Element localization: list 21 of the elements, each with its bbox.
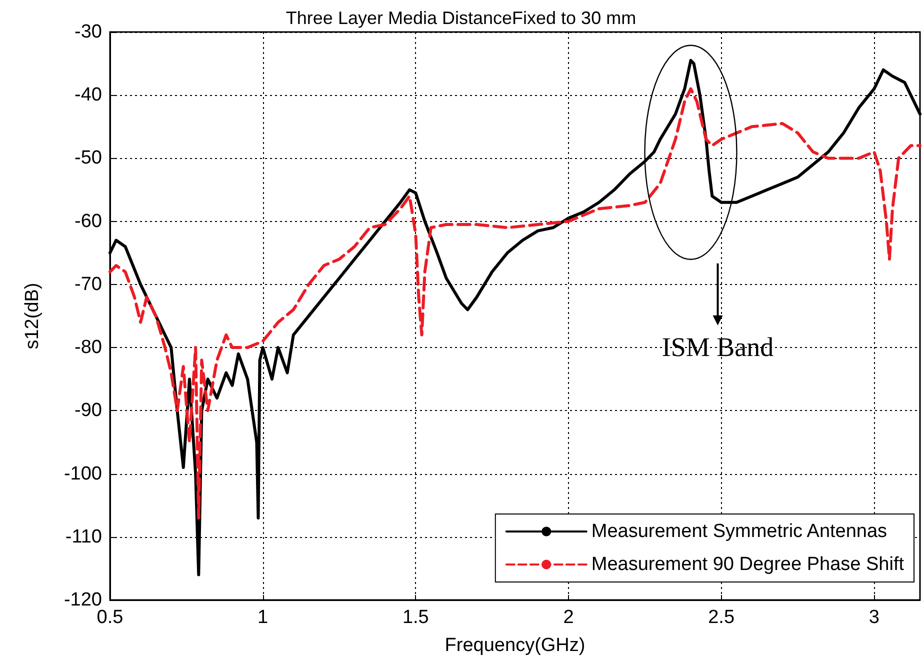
line-series bbox=[108, 87, 922, 520]
y-tick-label: -80 bbox=[74, 337, 102, 358]
y-tick-label: -30 bbox=[74, 22, 102, 42]
x-tick-label: 3 bbox=[868, 607, 880, 628]
y-axis-title: s12(dB) bbox=[22, 282, 43, 350]
x-tick-label: 2.5 bbox=[708, 607, 735, 628]
y-tick-label: -110 bbox=[65, 526, 102, 548]
chart-title: Three Layer Media DistanceFixed to 30 mm bbox=[286, 8, 636, 28]
y-tick-label: -70 bbox=[74, 274, 102, 295]
y-tick-label: -50 bbox=[74, 148, 102, 169]
annotation: ISM Band bbox=[662, 332, 774, 362]
y-tick-label: -40 bbox=[74, 84, 102, 106]
x-tick-label: 2 bbox=[563, 607, 574, 628]
y-tick-label: -100 bbox=[64, 463, 102, 484]
x-axis-title: Frequency(GHz) bbox=[444, 635, 586, 656]
legend-label: Measurement Symmetric Antennas bbox=[591, 521, 888, 542]
x-tick-label: 1.5 bbox=[402, 607, 429, 628]
y-tick-label: -90 bbox=[74, 400, 102, 422]
legend-label: Measurement 90 Degree Phase Shift bbox=[591, 554, 905, 575]
y-tick-label: -60 bbox=[74, 210, 102, 232]
x-tick-label: 1 bbox=[258, 607, 268, 628]
